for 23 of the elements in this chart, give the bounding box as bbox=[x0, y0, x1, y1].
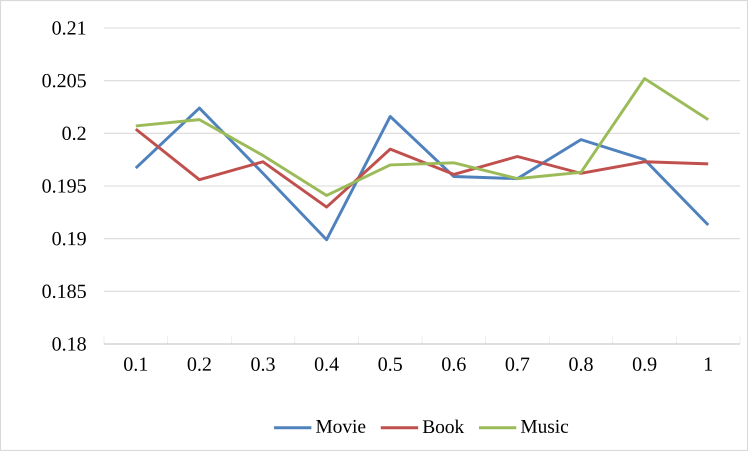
legend-label: Music bbox=[520, 420, 568, 433]
legend-label: Book bbox=[422, 420, 464, 434]
line-series bbox=[134, 128, 710, 209]
y-tick-label: 0.205 bbox=[42, 74, 86, 88]
x-tick-label: 0.9 bbox=[632, 357, 656, 371]
y-tick-label: 0.2 bbox=[62, 126, 86, 140]
line-series bbox=[134, 106, 710, 242]
y-tick-label: 0.21 bbox=[52, 21, 86, 35]
x-tick-label: 0.5 bbox=[378, 357, 402, 371]
line-series bbox=[134, 77, 710, 197]
y-tick-label: 0.195 bbox=[42, 179, 86, 193]
x-tick-label: 0.2 bbox=[188, 357, 211, 371]
x-tick-label: 0.6 bbox=[442, 357, 466, 371]
x-tick-label: 0.8 bbox=[569, 357, 593, 371]
legend-label: Movie bbox=[316, 420, 366, 433]
x-tick-label: 0.3 bbox=[251, 357, 275, 371]
x-tick-label: 0.7 bbox=[506, 357, 530, 371]
x-tick-label: 1 bbox=[704, 357, 712, 371]
x-tick-label: 0.4 bbox=[314, 357, 339, 371]
y-tick-label: 0.185 bbox=[42, 284, 86, 298]
y-tick-label: 0.19 bbox=[52, 232, 86, 246]
x-tick-label: 0.1 bbox=[124, 357, 148, 371]
y-tick-label: 0.18 bbox=[52, 337, 86, 351]
